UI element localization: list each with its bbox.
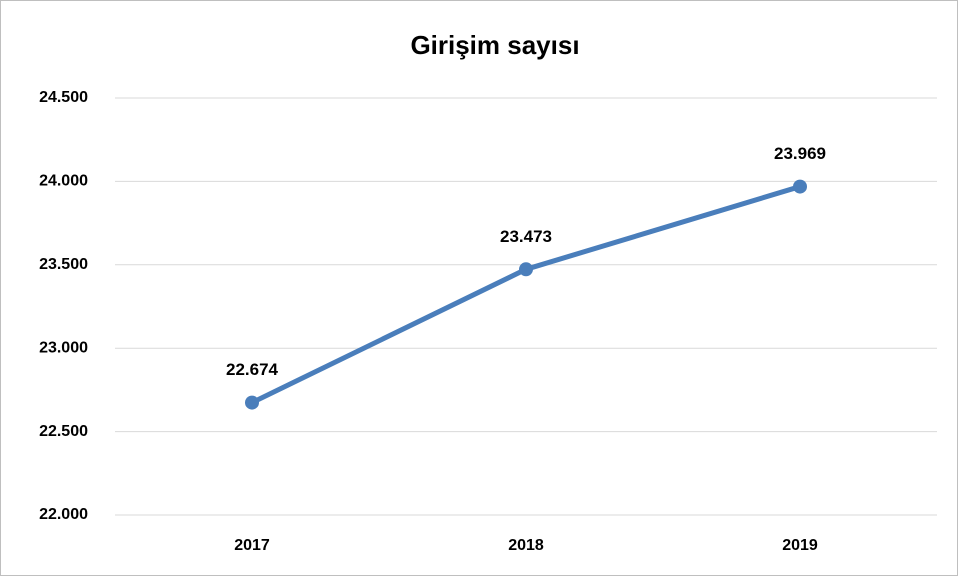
y-tick-label: 23.500 [39, 256, 88, 273]
marker [519, 262, 533, 277]
x-tick-label: 2017 [234, 537, 270, 554]
marker [793, 179, 807, 194]
y-tick-label: 23.000 [39, 339, 88, 356]
x-tick-label: 2019 [782, 537, 818, 554]
chart-title: Girişim sayısı [410, 30, 579, 60]
data-label: 22.674 [226, 360, 279, 379]
data-label: 23.473 [500, 227, 552, 246]
y-tick-label: 24.000 [39, 173, 88, 190]
data-label: 23.969 [774, 144, 826, 163]
x-tick-label: 2018 [508, 537, 544, 554]
marker [245, 395, 259, 410]
y-tick-label: 24.500 [39, 89, 88, 106]
y-tick-label: 22.000 [39, 506, 88, 523]
y-tick-label: 22.500 [39, 423, 88, 440]
